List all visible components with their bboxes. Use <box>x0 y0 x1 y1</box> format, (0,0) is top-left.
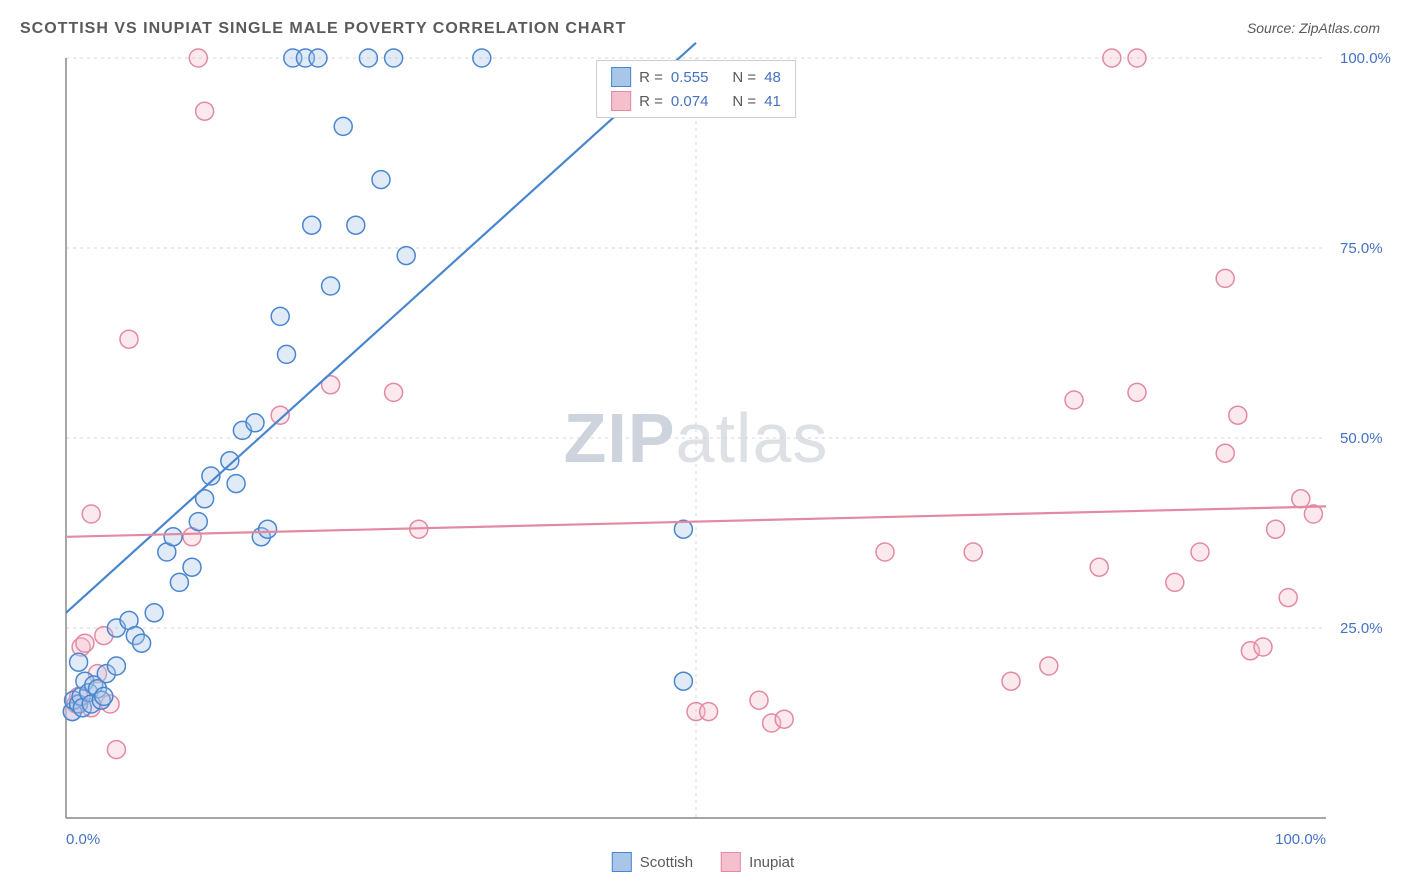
legend-n-value-inupiat: 41 <box>764 93 781 110</box>
legend-swatch-scottish-bottom <box>612 852 632 872</box>
plot-area: ZIPatlas R = 0.555 N = 48 R = 0.074 N = … <box>66 58 1326 818</box>
source-prefix: Source: <box>1247 20 1299 36</box>
legend-swatch-inupiat <box>611 91 631 111</box>
legend-row-scottish: R = 0.555 N = 48 <box>611 67 781 87</box>
svg-text:75.0%: 75.0% <box>1340 240 1383 257</box>
plot-svg: 25.0%50.0%75.0%100.0%0.0%100.0% <box>66 58 1326 818</box>
legend-r-value-scottish: 0.555 <box>671 69 709 86</box>
legend-swatch-inupiat-bottom <box>721 852 741 872</box>
legend-r-label: R = <box>639 69 663 86</box>
legend-item-scottish: Scottish <box>612 852 693 872</box>
legend-r-value-inupiat: 0.074 <box>671 93 709 110</box>
legend-item-inupiat: Inupiat <box>721 852 794 872</box>
legend-label-scottish: Scottish <box>640 854 693 871</box>
source-name: ZipAtlas.com <box>1299 20 1380 36</box>
svg-text:100.0%: 100.0% <box>1275 831 1326 848</box>
legend-n-value-scottish: 48 <box>764 69 781 86</box>
chart-source: Source: ZipAtlas.com <box>1247 20 1380 36</box>
legend-stats: R = 0.555 N = 48 R = 0.074 N = 41 <box>596 60 796 118</box>
legend-label-inupiat: Inupiat <box>749 854 794 871</box>
legend-series: Scottish Inupiat <box>612 852 794 872</box>
svg-text:50.0%: 50.0% <box>1340 430 1383 447</box>
legend-row-inupiat: R = 0.074 N = 41 <box>611 91 781 111</box>
legend-n-label: N = <box>732 69 756 86</box>
svg-text:100.0%: 100.0% <box>1340 50 1391 67</box>
svg-text:0.0%: 0.0% <box>66 831 100 848</box>
legend-n-label: N = <box>732 93 756 110</box>
chart-title: SCOTTISH VS INUPIAT SINGLE MALE POVERTY … <box>20 20 626 38</box>
legend-swatch-scottish <box>611 67 631 87</box>
chart-container: SCOTTISH VS INUPIAT SINGLE MALE POVERTY … <box>20 20 1386 872</box>
legend-r-label: R = <box>639 93 663 110</box>
svg-text:25.0%: 25.0% <box>1340 620 1383 637</box>
